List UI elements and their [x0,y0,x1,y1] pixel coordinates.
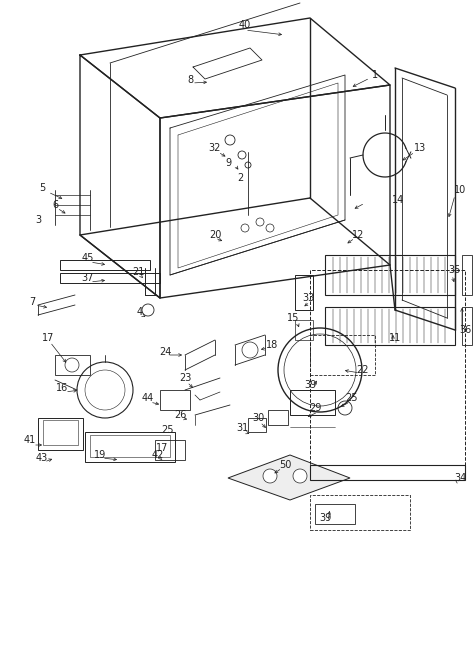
Bar [310,335,375,375]
Text: 22: 22 [357,365,369,375]
Bar [248,418,266,432]
Bar [38,418,83,450]
Bar [310,465,465,480]
Text: 42: 42 [152,450,164,460]
Bar [310,270,465,465]
Bar [315,504,355,524]
Polygon shape [228,455,350,500]
Text: 39: 39 [304,380,316,390]
Text: 12: 12 [352,230,364,240]
Text: 24: 24 [159,347,171,357]
Bar [90,435,170,457]
Text: 43: 43 [36,453,48,463]
Bar [55,355,90,375]
Text: 45: 45 [82,253,94,263]
Text: 9: 9 [225,158,231,168]
Text: 39: 39 [319,513,331,523]
Bar [268,410,288,425]
Bar [155,440,185,460]
Bar [295,320,313,340]
Text: 41: 41 [24,435,36,445]
Bar [60,260,150,270]
Text: 30: 30 [252,413,264,423]
Text: 20: 20 [209,230,221,240]
Bar [60,273,160,283]
Text: 6: 6 [52,200,58,210]
Text: 31: 31 [236,423,248,433]
Text: 50: 50 [279,460,291,470]
Text: 29: 29 [309,403,321,413]
Text: 7: 7 [29,297,35,307]
Text: 26: 26 [174,410,186,420]
Bar [325,307,455,345]
Text: 10: 10 [454,185,466,195]
Text: 23: 23 [179,373,191,383]
Bar [43,420,78,445]
Text: 32: 32 [209,143,221,153]
Bar [160,390,190,410]
Text: 13: 13 [414,143,426,153]
Text: 25: 25 [346,393,358,403]
Text: 40: 40 [239,20,251,30]
Text: 19: 19 [94,450,106,460]
Bar [310,495,410,530]
Text: 8: 8 [187,75,193,85]
Bar [295,275,313,310]
Circle shape [263,469,277,483]
Text: 18: 18 [266,340,278,350]
Text: 34: 34 [454,473,466,483]
Bar [290,390,335,415]
Text: 44: 44 [142,393,154,403]
Bar [325,255,455,295]
Bar [462,307,472,345]
Text: 5: 5 [39,183,45,193]
Circle shape [293,469,307,483]
Text: 4: 4 [137,307,143,317]
Text: 21: 21 [132,267,144,277]
Text: 17: 17 [156,443,168,453]
Text: 36: 36 [459,325,471,335]
Text: 25: 25 [162,425,174,435]
Text: 11: 11 [389,333,401,343]
Text: 35: 35 [449,265,461,275]
Text: 16: 16 [56,383,68,393]
Text: 37: 37 [82,273,94,283]
Text: 3: 3 [35,215,41,225]
Text: 17: 17 [42,333,54,343]
Bar [462,255,472,295]
Text: 14: 14 [392,195,404,205]
Text: 33: 33 [302,293,314,303]
Text: 2: 2 [237,173,243,183]
Text: 15: 15 [287,313,299,323]
Text: 1: 1 [372,70,378,80]
Bar [85,432,175,462]
